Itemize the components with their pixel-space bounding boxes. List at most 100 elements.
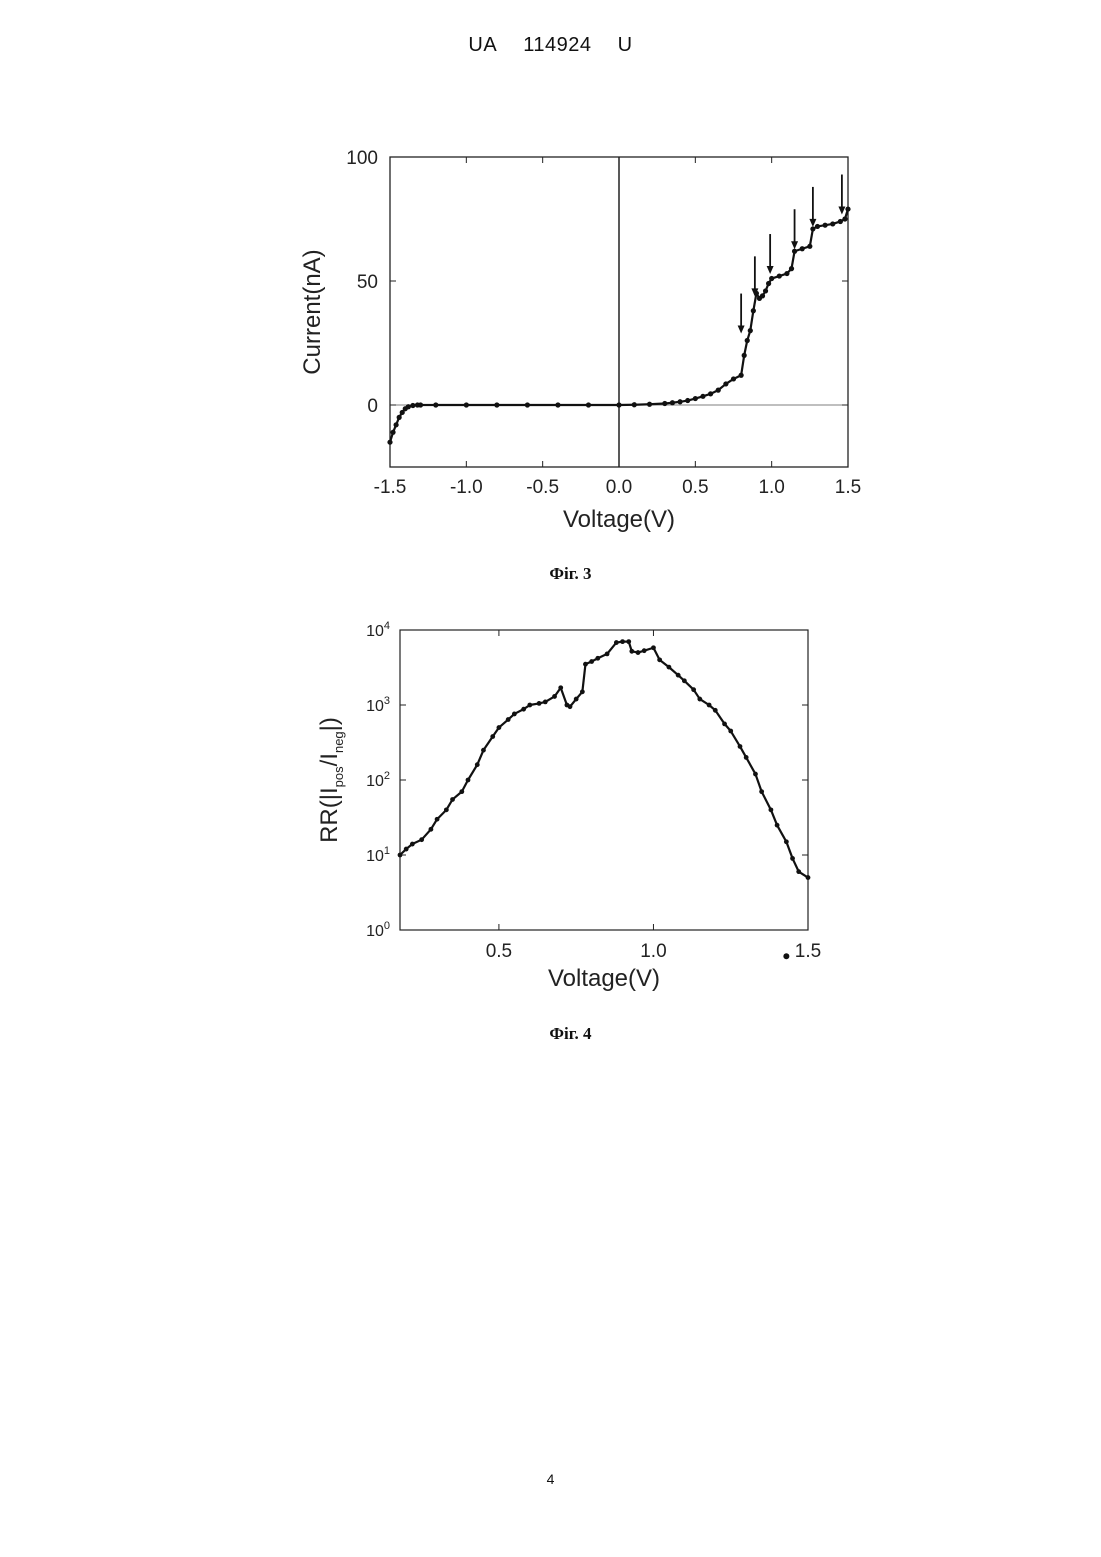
rr-data-point — [691, 687, 696, 692]
x-tick-label: 0.0 — [606, 477, 632, 498]
rr-data-point — [444, 807, 449, 812]
rr-data-point — [759, 789, 764, 794]
x-tick-label: 1.5 — [835, 477, 861, 498]
rr-data-point — [629, 649, 634, 654]
rr-data-point — [744, 755, 749, 760]
y-axis-label: RR(|Ipos/Ineg|) — [316, 717, 346, 843]
iv-data-point — [406, 404, 411, 409]
iv-data-point — [810, 226, 815, 231]
rr-data-point — [651, 645, 656, 650]
step-arrow-head — [738, 326, 745, 334]
x-tick-label: -0.5 — [526, 477, 559, 498]
step-arrow-head — [791, 241, 798, 249]
rr-data-point — [527, 703, 532, 708]
y-axis-label: Current(nA) — [299, 249, 326, 374]
rr-data-point — [404, 847, 409, 852]
rr-data-point — [398, 853, 403, 858]
iv-data-point — [742, 353, 747, 358]
iv-data-point — [716, 388, 721, 393]
rr-data-point — [435, 817, 440, 822]
iv-data-point — [647, 402, 652, 407]
iv-data-point — [784, 271, 789, 276]
y-tick-label: 104 — [366, 620, 390, 640]
rr-data-point — [806, 875, 811, 880]
y-tick-label: 50 — [357, 272, 378, 293]
x-tick-label: 1.0 — [758, 477, 784, 498]
step-arrow-head — [838, 207, 845, 215]
rr-data-point — [642, 648, 647, 653]
iv-data-point — [632, 402, 637, 407]
iv-data-point — [815, 224, 820, 229]
iv-data-point — [731, 376, 736, 381]
y-tick-label: 100 — [366, 920, 390, 940]
iv-data-point — [823, 223, 828, 228]
figure-3-caption: Фіг. 3 — [20, 564, 1101, 584]
x-tick-label: 1.5 — [795, 941, 821, 962]
rr-data-point — [543, 699, 548, 704]
document-header: UA 114924 U — [0, 34, 1101, 57]
rr-curve-segment — [777, 825, 786, 842]
y-tick-label: 0 — [367, 396, 378, 417]
iv-data-point — [760, 293, 765, 298]
rr-data-point — [769, 807, 774, 812]
iv-data-point — [586, 402, 591, 407]
rr-data-point — [676, 673, 681, 678]
iv-data-point — [693, 396, 698, 401]
iv-data-point — [792, 249, 797, 254]
patent-country: UA — [468, 34, 497, 56]
y-tick-label: 102 — [366, 770, 390, 790]
iv-curve-segment — [810, 229, 813, 246]
rr-curve-segment — [582, 664, 585, 692]
rr-data-point — [568, 704, 573, 709]
rr-data-point — [722, 721, 727, 726]
rr-data-point — [784, 839, 789, 844]
y-tick-label: 100 — [346, 148, 378, 169]
rr-data-point — [707, 703, 712, 708]
patent-kind: U — [618, 34, 633, 56]
rr-data-point — [753, 772, 758, 777]
rr-data-point — [429, 827, 434, 832]
rr-data-point — [605, 652, 610, 657]
rr-curve-segment — [483, 737, 492, 751]
iv-data-point — [390, 430, 395, 435]
rr-data-point — [775, 823, 780, 828]
x-tick-label: 1.0 — [640, 941, 666, 962]
rr-data-point — [497, 725, 502, 730]
iv-data-point — [830, 221, 835, 226]
rr-data-point — [589, 659, 594, 664]
iv-data-point — [677, 399, 682, 404]
rr-data-point — [728, 729, 733, 734]
iv-data-point — [748, 328, 753, 333]
rr-data-point — [626, 639, 631, 644]
rr-curve-segment — [715, 710, 724, 724]
iv-data-point — [751, 308, 756, 313]
iv-data-point — [777, 273, 782, 278]
rr-curve-segment — [762, 792, 771, 810]
rr-data-point — [410, 842, 415, 847]
iv-data-point — [769, 276, 774, 281]
iv-data-point — [433, 402, 438, 407]
iv-data-point — [800, 246, 805, 251]
rr-data-point — [682, 678, 687, 683]
plot-frame — [400, 630, 808, 930]
iv-data-point — [397, 415, 402, 420]
rr-data-point — [475, 762, 480, 767]
rr-curve-segment — [746, 757, 755, 774]
rr-data-point — [537, 701, 542, 706]
y-tick-label: 103 — [366, 695, 390, 715]
rr-data-point — [790, 856, 795, 861]
figure-4-chart: 0.51.01.5100101102103104RR(|Ipos/Ineg|)V… — [300, 615, 860, 995]
rr-data-point — [580, 689, 585, 694]
figure-4-caption: Фіг. 4 — [20, 1024, 1101, 1044]
iv-data-point — [494, 402, 499, 407]
rr-data-point — [614, 640, 619, 645]
rr-data-point — [512, 712, 517, 717]
rr-data-point — [481, 748, 486, 753]
rr-data-point — [595, 656, 600, 661]
rr-data-point — [552, 694, 557, 699]
x-axis-label: Voltage(V) — [548, 965, 660, 992]
rr-data-point — [657, 657, 662, 662]
page-number: 4 — [0, 1471, 1101, 1487]
rr-data-point — [636, 650, 641, 655]
rr-curve-segment — [468, 765, 477, 780]
